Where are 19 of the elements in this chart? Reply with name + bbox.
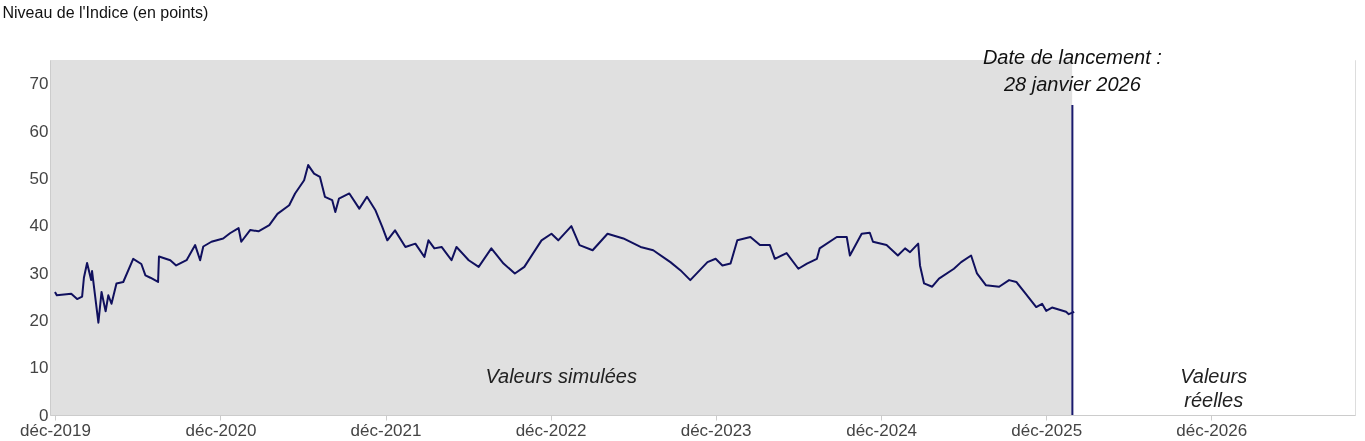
x-tick-label: déc-2024: [846, 420, 918, 440]
ref-line-label: Date de lancement : 28 janvier 2026: [982, 46, 1162, 95]
x-tick-label: déc-2021: [350, 420, 422, 440]
line-series: [53, 164, 1076, 324]
band-label: Valeurs simulées: [485, 365, 637, 387]
y-axis-title: Niveau de l'Indice (en points): [2, 3, 209, 21]
y-tick-label: 50: [29, 168, 49, 188]
y-tick-label: 40: [29, 216, 49, 236]
x-tick-label: déc-2022: [515, 420, 587, 440]
y-tick-label: 20: [29, 310, 49, 330]
band-label: Valeurs réelles: [1180, 365, 1248, 411]
x-tick-label: déc-2023: [680, 420, 752, 440]
y-tick-label: 10: [29, 358, 49, 378]
x-tick-label: déc-2025: [1011, 420, 1083, 440]
x-tick-label: déc-2020: [185, 420, 257, 440]
x-tick-label: déc-2026: [1176, 420, 1248, 440]
y-tick-label: 70: [29, 74, 49, 94]
y-tick-label: 30: [29, 263, 49, 283]
y-tick-label: 60: [29, 121, 49, 141]
